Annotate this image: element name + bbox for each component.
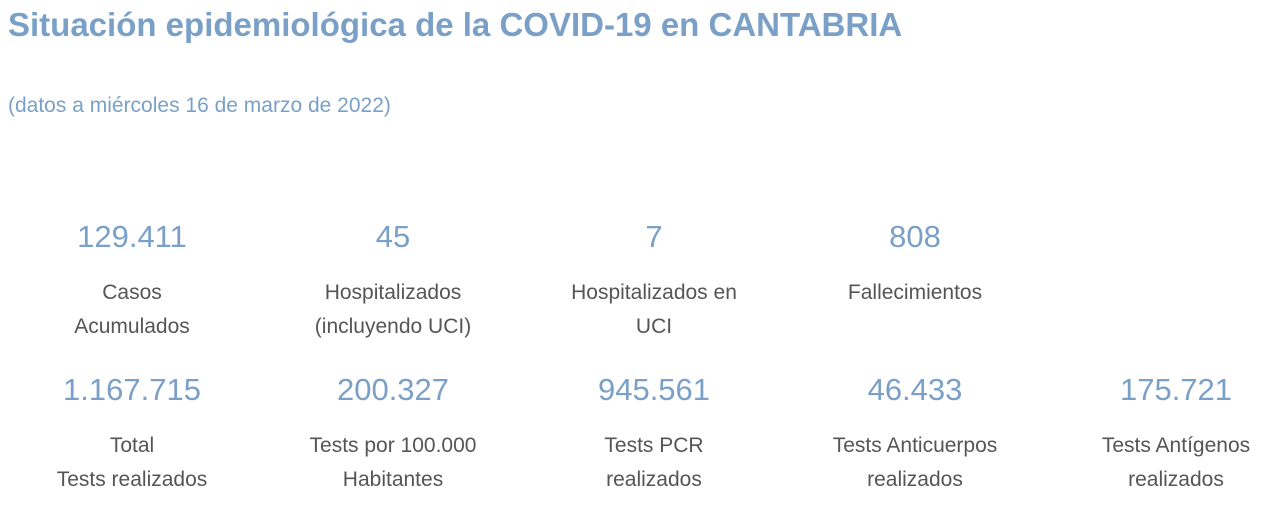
stat-total-tests: 1.167.715 Total Tests realizados	[2, 370, 262, 497]
stat-value: 1.167.715	[63, 372, 201, 407]
stat-value: 45	[375, 219, 411, 254]
stat-value: 200.327	[336, 372, 450, 407]
stat-label-line1: Total	[109, 434, 155, 457]
stat-label-line2: UCI	[635, 315, 673, 338]
stat-label-line2: (incluyendo UCI)	[314, 315, 472, 338]
stat-label: Hospitalizados (incluyendo UCI)	[263, 276, 523, 344]
stat-hospitalizados-uci: 7 Hospitalizados en UCI	[524, 217, 784, 344]
stat-fallecimientos: 808 Fallecimientos	[785, 217, 1045, 310]
data-date-subtitle: (datos a miércoles 16 de marzo de 2022)	[8, 94, 391, 117]
stat-label-line1: Tests Antígenos	[1101, 434, 1251, 457]
page-title: Situación epidemiológica de la COVID-19 …	[8, 6, 903, 43]
stat-label: Hospitalizados en UCI	[524, 276, 784, 344]
stat-label-line2: Acumulados	[74, 315, 190, 338]
stat-value: 129.411	[77, 219, 187, 254]
stat-label-line2: Habitantes	[342, 468, 444, 491]
stat-value: 175.721	[1119, 372, 1233, 407]
stat-label-line1: Tests por 100.000	[309, 434, 477, 457]
stat-label-line2: realizados	[1128, 468, 1224, 491]
stat-label-line1: Casos	[102, 281, 162, 304]
stat-tests-por-100000: 200.327 Tests por 100.000 Habitantes	[263, 370, 523, 497]
stat-label: Total Tests realizados	[2, 429, 262, 497]
stat-label: Tests por 100.000 Habitantes	[263, 429, 523, 497]
stat-tests-anticuerpos: 46.433 Tests Anticuerpos realizados	[785, 370, 1045, 497]
stat-value: 7	[645, 219, 663, 254]
stat-label-line2: realizados	[867, 468, 963, 491]
stat-label-line1: Tests Anticuerpos	[832, 434, 998, 457]
stat-label-line2: Tests realizados	[56, 468, 208, 491]
stat-value: 46.433	[867, 372, 963, 407]
stat-label-line1: Tests PCR	[604, 434, 704, 457]
stat-tests-pcr: 945.561 Tests PCR realizados	[524, 370, 784, 497]
stat-label: Tests Antígenos realizados	[1046, 429, 1288, 497]
stat-tests-antigenos: 175.721 Tests Antígenos realizados	[1046, 370, 1288, 497]
stat-label: Fallecimientos	[785, 276, 1045, 310]
stat-label-line1: Hospitalizados en	[571, 281, 737, 304]
stat-casos-acumulados: 129.411 Casos Acumulados	[2, 217, 262, 344]
stat-value: 945.561	[597, 372, 711, 407]
stat-label-line2: realizados	[606, 468, 702, 491]
stat-label: Tests Anticuerpos realizados	[785, 429, 1045, 497]
stat-label: Casos Acumulados	[2, 276, 262, 344]
stat-hospitalizados: 45 Hospitalizados (incluyendo UCI)	[263, 217, 523, 344]
stat-label-line1: Hospitalizados	[324, 281, 462, 304]
stat-value: 808	[889, 219, 941, 254]
stat-label-line1: Fallecimientos	[847, 281, 983, 304]
stat-label: Tests PCR realizados	[524, 429, 784, 497]
